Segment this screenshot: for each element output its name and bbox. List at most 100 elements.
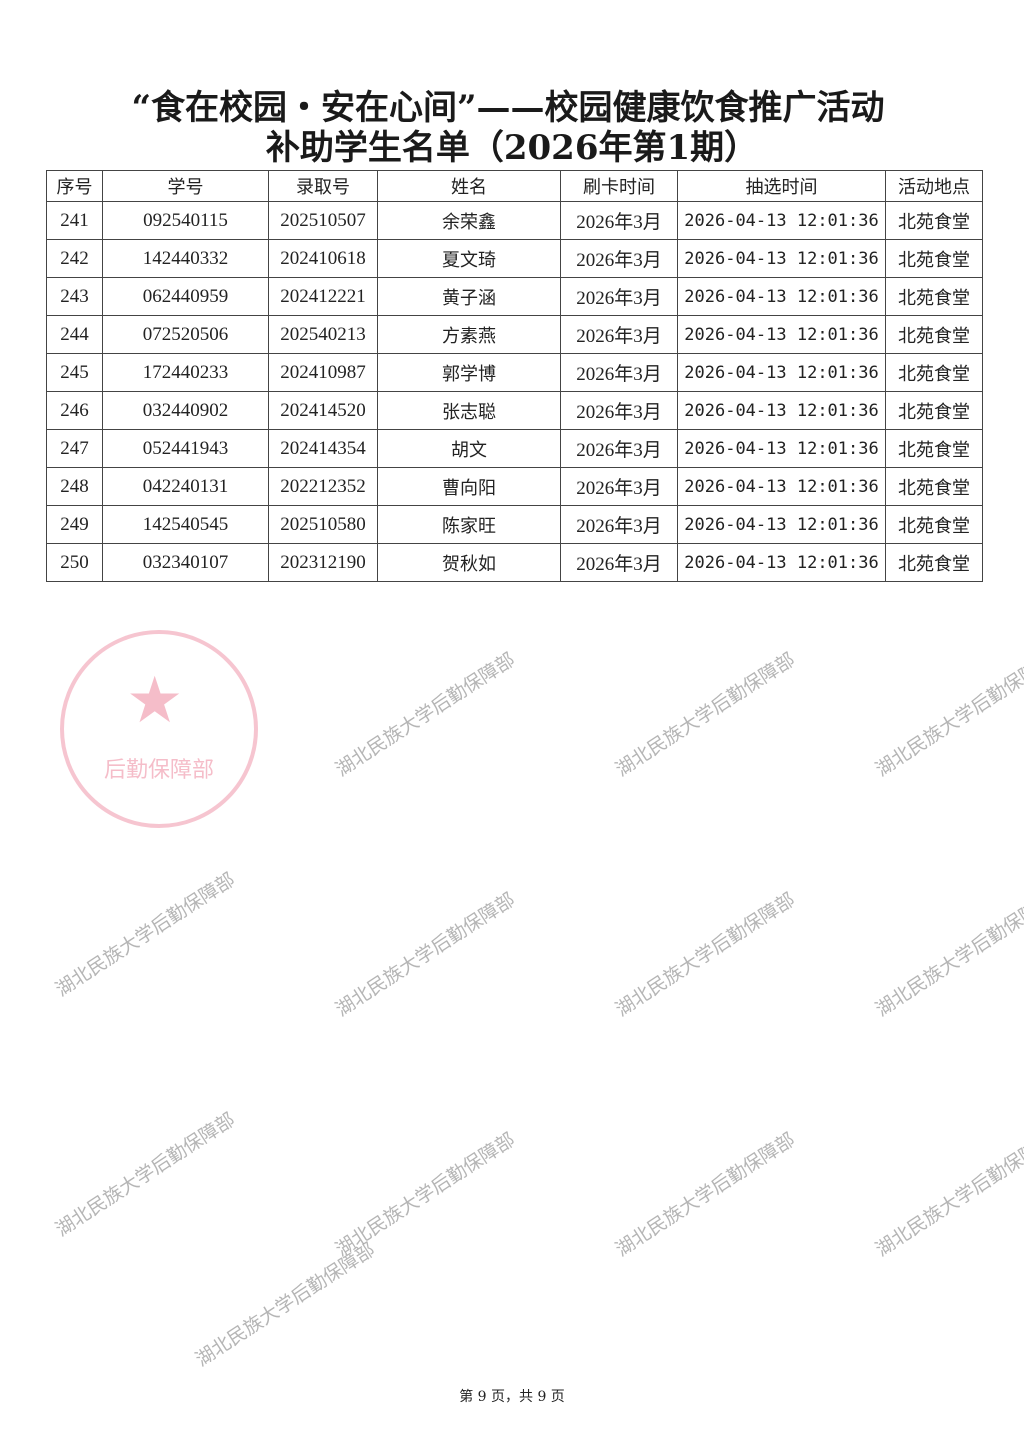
serial-cell: 246: [46, 391, 103, 430]
card-time-cell: 2026年3月: [560, 391, 678, 430]
watermark: 湖北民族大学后勤保障部: [611, 648, 799, 781]
location-cell: 北苑食堂: [885, 353, 983, 392]
watermark: 湖北民族大学后勤保障部: [871, 1128, 1024, 1261]
draw-time-cell: 2026-04-13 12:01:36: [677, 315, 886, 354]
table-row: 243 062440959 202412221 黄子涵 2026年3月 2026-04-1…: [46, 277, 983, 316]
serial-cell: 247: [46, 429, 103, 468]
location-cell: 北苑食堂: [885, 201, 983, 240]
seal-text: 后勤保障部: [104, 758, 215, 783]
column-header: 学号: [102, 170, 269, 202]
watermark: 湖北民族大学后勤保障部: [51, 1108, 239, 1241]
serial-cell: 242: [46, 239, 103, 278]
card-time-cell: 2026年3月: [560, 239, 678, 278]
table-row: 244 072520506 202540213 方素燕 2026年3月 2026-04-1…: [46, 315, 983, 354]
card-time-cell: 2026年3月: [560, 543, 678, 582]
page-subtitle: 补助学生名单（2026年第1期）: [265, 128, 759, 168]
card-time-cell: 2026年3月: [560, 277, 678, 316]
name-cell: 陈家旺: [377, 505, 561, 544]
draw-time-cell: 2026-04-13 12:01:36: [677, 391, 886, 430]
page-number: 第 9 页，共 9 页: [459, 1389, 565, 1405]
admission-no-cell: 202312190: [268, 543, 378, 582]
student-id-cell: 062440959: [102, 277, 269, 316]
name-cell: 曹向阳: [377, 467, 561, 506]
draw-time-cell: 2026-04-13 12:01:36: [677, 429, 886, 468]
table-row: 246 032440902 202414520 张志聪 2026年3月 2026-04-1…: [46, 391, 983, 430]
name-cell: 余荣鑫: [377, 201, 561, 240]
draw-time-cell: 2026-04-13 12:01:36: [677, 353, 886, 392]
card-time-cell: 2026年3月: [560, 201, 678, 240]
watermark: 湖北民族大学后勤保障部: [871, 648, 1024, 781]
admission-no-cell: 202412221: [268, 277, 378, 316]
star-icon: ★: [126, 664, 184, 738]
table-row: 247 052441943 202414354 胡文 2026年3月 2026-04-13…: [46, 429, 983, 468]
student-id-cell: 032340107: [102, 543, 269, 582]
admission-no-cell: 202212352: [268, 467, 378, 506]
admission-no-cell: 202540213: [268, 315, 378, 354]
card-time-cell: 2026年3月: [560, 429, 678, 468]
draw-time-cell: 2026-04-13 12:01:36: [677, 467, 886, 506]
draw-time-cell: 2026-04-13 12:01:36: [677, 201, 886, 240]
draw-time-cell: 2026-04-13 12:01:36: [677, 505, 886, 544]
admission-no-cell: 202410618: [268, 239, 378, 278]
serial-cell: 248: [46, 467, 103, 506]
student-id-cell: 032440902: [102, 391, 269, 430]
watermark: 湖北民族大学后勤保障部: [871, 888, 1024, 1021]
student-id-cell: 042240131: [102, 467, 269, 506]
admission-no-cell: 202510580: [268, 505, 378, 544]
column-header: 活动地点: [885, 170, 983, 202]
location-cell: 北苑食堂: [885, 543, 983, 582]
serial-cell: 244: [46, 315, 103, 354]
card-time-cell: 2026年3月: [560, 315, 678, 354]
subsidy-student-table: 序号 学号 录取号 姓名 刷卡时间 抽选时间 活动地点 241 092540115 202510…: [46, 170, 983, 582]
table-row: 242 142440332 202410618 夏文琦 2026年3月 2026-04-1…: [46, 239, 983, 278]
table-row: 250 032340107 202312190 贺秋如 2026年3月 2026-04-1…: [46, 543, 983, 582]
page-title: “食在校园・安在心间”——校园健康饮食推广活动: [131, 88, 885, 128]
admission-no-cell: 202414520: [268, 391, 378, 430]
table-header-row: 序号 学号 录取号 姓名 刷卡时间 抽选时间 活动地点: [46, 170, 983, 202]
admission-no-cell: 202510507: [268, 201, 378, 240]
location-cell: 北苑食堂: [885, 277, 983, 316]
watermark: 湖北民族大学后勤保障部: [611, 888, 799, 1021]
draw-time-cell: 2026-04-13 12:01:36: [677, 239, 886, 278]
card-time-cell: 2026年3月: [560, 467, 678, 506]
student-id-cell: 172440233: [102, 353, 269, 392]
table-row: 245 172440233 202410987 郭学博 2026年3月 2026-04-1…: [46, 353, 983, 392]
location-cell: 北苑食堂: [885, 239, 983, 278]
student-id-cell: 072520506: [102, 315, 269, 354]
serial-cell: 241: [46, 201, 103, 240]
name-cell: 夏文琦: [377, 239, 561, 278]
watermark: 湖北民族大学后勤保障部: [191, 1238, 379, 1371]
watermark: 湖北民族大学后勤保障部: [331, 888, 519, 1021]
student-id-cell: 142540545: [102, 505, 269, 544]
name-cell: 胡文: [377, 429, 561, 468]
name-cell: 方素燕: [377, 315, 561, 354]
column-header: 刷卡时间: [560, 170, 678, 202]
location-cell: 北苑食堂: [885, 391, 983, 430]
table-row: 248 042240131 202212352 曹向阳 2026年3月 2026-04-1…: [46, 467, 983, 506]
watermark: 湖北民族大学后勤保障部: [331, 1128, 519, 1261]
column-header: 抽选时间: [677, 170, 886, 202]
location-cell: 北苑食堂: [885, 315, 983, 354]
table-row: 241 092540115 202510507 余荣鑫 2026年3月 2026-04-1…: [46, 201, 983, 240]
column-header: 序号: [46, 170, 103, 202]
name-cell: 黄子涵: [377, 277, 561, 316]
card-time-cell: 2026年3月: [560, 353, 678, 392]
admission-no-cell: 202410987: [268, 353, 378, 392]
location-cell: 北苑食堂: [885, 505, 983, 544]
column-header: 录取号: [268, 170, 378, 202]
card-time-cell: 2026年3月: [560, 505, 678, 544]
location-cell: 北苑食堂: [885, 429, 983, 468]
table-row: 249 142540545 202510580 陈家旺 2026年3月 2026-04-1…: [46, 505, 983, 544]
admission-no-cell: 202414354: [268, 429, 378, 468]
name-cell: 郭学博: [377, 353, 561, 392]
serial-cell: 243: [46, 277, 103, 316]
column-header: 姓名: [377, 170, 561, 202]
name-cell: 张志聪: [377, 391, 561, 430]
serial-cell: 249: [46, 505, 103, 544]
watermark: 湖北民族大学后勤保障部: [611, 1128, 799, 1261]
name-cell: 贺秋如: [377, 543, 561, 582]
watermark: 湖北民族大学后勤保障部: [331, 648, 519, 781]
location-cell: 北苑食堂: [885, 467, 983, 506]
draw-time-cell: 2026-04-13 12:01:36: [677, 277, 886, 316]
serial-cell: 245: [46, 353, 103, 392]
